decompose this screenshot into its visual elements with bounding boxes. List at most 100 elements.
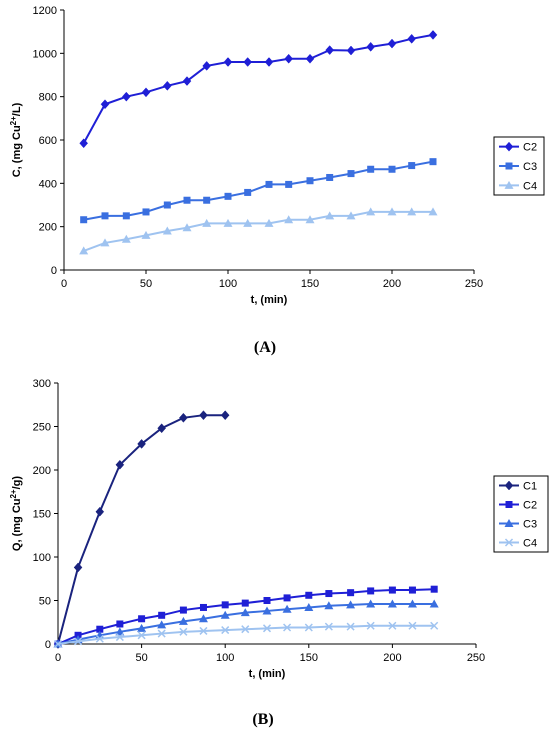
data-point — [224, 192, 232, 200]
data-point — [221, 601, 229, 609]
series-C4 — [53, 621, 439, 649]
data-point — [265, 180, 273, 188]
x-axis-label: t, (min) — [251, 294, 288, 306]
data-point — [429, 158, 437, 166]
data-point — [53, 639, 63, 649]
data-point — [284, 215, 294, 224]
data-point — [366, 41, 376, 52]
data-point — [101, 212, 109, 220]
data-point — [141, 87, 151, 98]
y-axis-label-part: C, (mg Cu — [11, 125, 23, 177]
series-line — [83, 210, 433, 252]
series-C2 — [79, 30, 438, 149]
legend-box — [493, 475, 549, 553]
series-C2 — [54, 585, 438, 648]
data-point — [115, 459, 125, 470]
data-point — [408, 621, 417, 630]
data-point — [223, 218, 233, 227]
data-point — [157, 423, 166, 434]
data-point — [347, 589, 355, 597]
data-point — [74, 637, 83, 646]
panel-label: (A) — [254, 339, 276, 356]
data-point — [304, 623, 313, 632]
data-point — [121, 91, 131, 102]
legend-marker — [504, 519, 514, 527]
data-point — [407, 207, 417, 216]
y-axis-label: Q, (mg Cu2+/g) — [9, 476, 24, 551]
data-point — [388, 586, 396, 594]
data-point — [142, 208, 150, 216]
data-point — [79, 246, 89, 255]
data-point — [283, 594, 291, 602]
data-point — [141, 230, 151, 239]
data-point — [158, 611, 166, 619]
data-point — [388, 165, 396, 173]
legend-label: C4 — [523, 180, 537, 192]
data-point — [325, 590, 333, 598]
y-tick-label: 1200 — [33, 5, 57, 17]
x-axis-label: t, (min) — [249, 668, 286, 680]
data-point — [264, 218, 274, 227]
legend-label: C1 — [523, 481, 537, 493]
data-point — [243, 218, 253, 227]
data-point — [428, 207, 438, 216]
x-tick-label: 0 — [61, 278, 67, 290]
data-point — [137, 623, 147, 632]
legend-marker — [504, 480, 514, 491]
chart-0: 0 200 400 600 800 1000 1200 0 50 100 150 200 250 t, (… — [9, 5, 545, 356]
data-point — [73, 562, 83, 573]
data-point — [162, 226, 172, 235]
data-point — [407, 33, 417, 44]
y-tick-label: 50 — [39, 596, 51, 608]
data-point — [95, 634, 104, 643]
data-point — [183, 196, 191, 204]
data-point — [179, 606, 187, 614]
data-point — [428, 30, 438, 40]
data-point — [179, 627, 188, 636]
data-point — [179, 412, 188, 423]
data-point — [138, 615, 146, 623]
y-tick-label: 200 — [39, 222, 57, 234]
y-tick-label: 1000 — [33, 48, 57, 60]
data-point — [240, 608, 250, 617]
data-point — [305, 215, 315, 224]
data-point — [346, 622, 355, 631]
x-tick-label: 100 — [216, 652, 234, 664]
y-axis-label-superscript: 2+ — [9, 489, 18, 498]
data-point — [347, 170, 355, 178]
data-point — [198, 614, 208, 623]
data-point — [241, 625, 250, 634]
data-point — [304, 602, 314, 611]
x-tick-label: 150 — [300, 652, 318, 664]
panel-label: (B) — [252, 711, 273, 728]
data-point — [163, 201, 171, 209]
series-line — [57, 588, 435, 645]
data-point — [122, 212, 130, 220]
data-point — [199, 410, 208, 421]
y-axis-label-part: Q, (mg Cu — [11, 499, 23, 552]
x-tick-label: 150 — [301, 278, 319, 290]
x-tick-label: 200 — [383, 278, 401, 290]
data-point — [162, 80, 172, 91]
data-point — [430, 585, 438, 593]
data-point — [202, 218, 212, 227]
y-tick-label: 200 — [33, 465, 51, 477]
data-point — [115, 627, 125, 636]
x-tick-label: 200 — [383, 652, 401, 664]
legend-marker — [504, 141, 514, 152]
data-point — [284, 53, 294, 64]
y-tick-label: 600 — [39, 135, 57, 147]
data-point — [178, 616, 188, 625]
x-tick-label: 250 — [467, 652, 485, 664]
data-point — [262, 606, 272, 615]
data-point — [137, 631, 146, 640]
y-tick-label: 100 — [33, 552, 51, 564]
data-point — [430, 621, 439, 630]
data-point — [324, 601, 334, 610]
y-tick-label: 250 — [33, 422, 51, 434]
x-tick-label: 250 — [465, 278, 483, 290]
data-point — [387, 38, 397, 49]
data-point — [137, 439, 146, 449]
data-point — [157, 620, 167, 629]
